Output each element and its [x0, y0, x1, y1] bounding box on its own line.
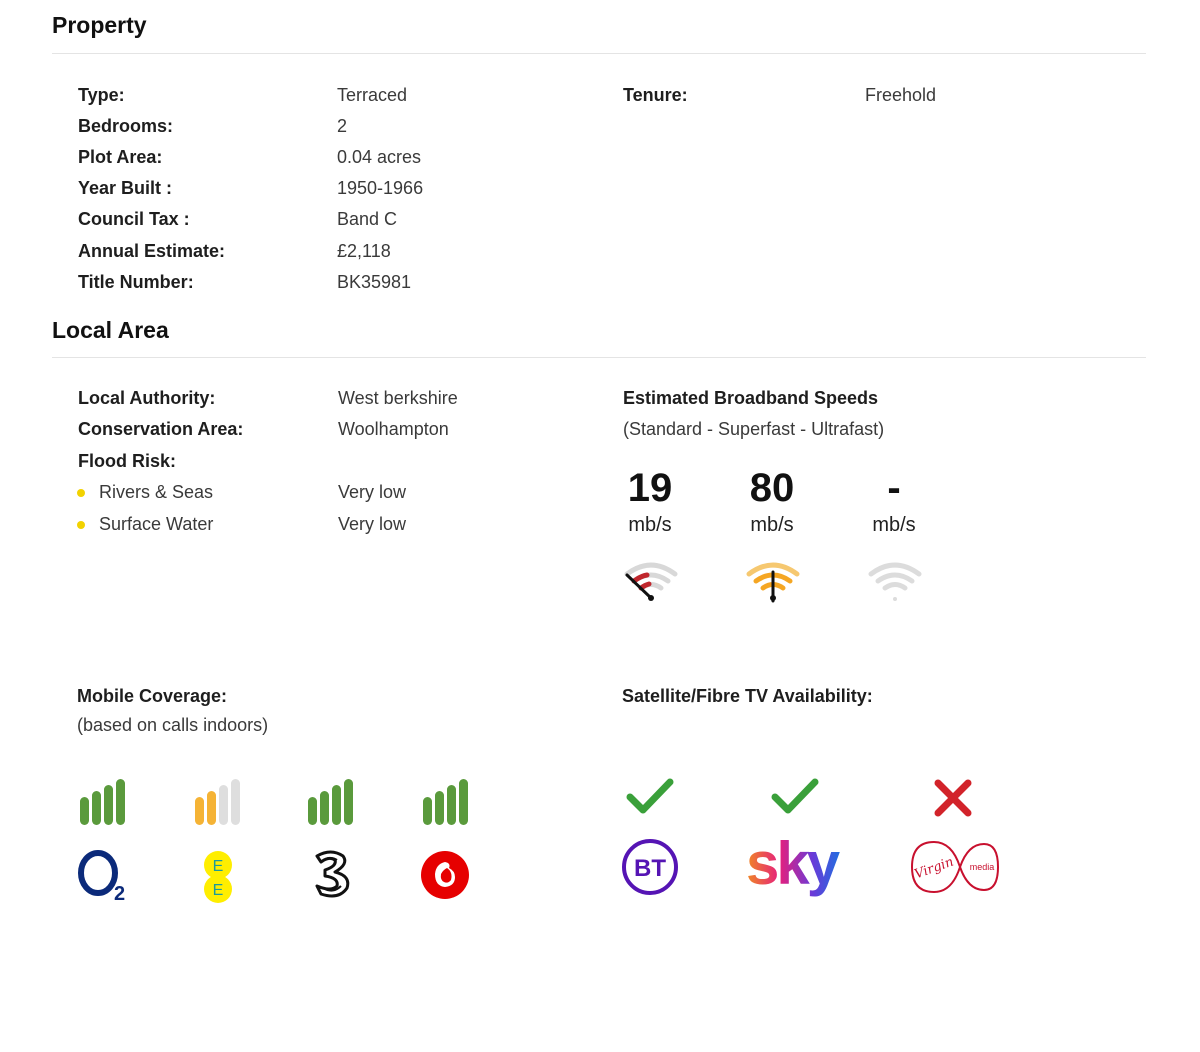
vodafone-signal-bars-icon: [423, 779, 469, 825]
bedrooms-label: Bedrooms:: [78, 116, 174, 136]
three-logo-icon: [309, 848, 353, 900]
mobile-coverage-title: Mobile Coverage:: [77, 686, 228, 706]
bedrooms-value: 2: [337, 116, 348, 136]
property-section-title: Property: [52, 12, 147, 38]
flood-risk-bullet: [77, 489, 85, 497]
year-built-value: 1950-1966: [337, 178, 424, 198]
property-divider: [52, 53, 1146, 54]
broadband-subtitle: (Standard - Superfast - Ultrafast): [623, 419, 885, 439]
svg-text:media: media: [970, 862, 995, 872]
local-area-section-title: Local Area: [52, 317, 169, 343]
o2-signal-bars-icon: [80, 779, 126, 825]
plot-area-label: Plot Area:: [78, 147, 163, 167]
svg-text:sky: sky: [746, 834, 841, 897]
svg-text:E: E: [213, 858, 224, 875]
type-label: Type:: [78, 85, 125, 105]
o2-logo-icon: 2: [76, 848, 132, 904]
council-tax-label: Council Tax :: [78, 209, 190, 229]
local-authority-label: Local Authority:: [78, 388, 216, 408]
flood-risk-label: Flood Risk:: [78, 451, 176, 471]
mobile-coverage-subtitle: (based on calls indoors): [77, 715, 269, 735]
virgin-unavailable-cross-icon: [933, 778, 973, 818]
bt-logo-icon: BT: [621, 838, 679, 896]
bt-available-check-icon: [626, 777, 674, 817]
surface-water-label: Surface Water: [99, 514, 214, 534]
year-built-label: Year Built :: [78, 178, 173, 198]
rivers-seas-value: Very low: [338, 482, 407, 502]
council-tax-value: Band C: [337, 209, 398, 229]
ultrafast-speed-value: -: [887, 466, 901, 510]
sky-logo-icon: sky: [746, 834, 846, 900]
conservation-area-label: Conservation Area:: [78, 419, 244, 439]
title-number-label: Title Number:: [78, 272, 194, 292]
svg-text:BT: BT: [634, 855, 666, 882]
type-value: Terraced: [337, 85, 408, 105]
tv-availability-title: Satellite/Fibre TV Availability:: [622, 686, 873, 706]
svg-text:Virgin: Virgin: [913, 855, 956, 883]
svg-text:E: E: [213, 882, 224, 899]
annual-estimate-value: £2,118: [337, 241, 391, 261]
surface-water-value: Very low: [338, 514, 407, 534]
ultrafast-speed-gauge-icon: [867, 558, 923, 606]
annual-estimate-label: Annual Estimate:: [78, 241, 226, 261]
svg-text:2: 2: [114, 883, 125, 904]
ee-signal-bars-icon: [195, 779, 241, 825]
rivers-seas-label: Rivers & Seas: [99, 482, 214, 502]
flood-risk-bullet: [77, 521, 85, 529]
conservation-area-value: Woolhampton: [338, 419, 449, 439]
ee-logo-icon: E E: [200, 851, 236, 903]
three-signal-bars-icon: [308, 779, 354, 825]
local-authority-value: West berkshire: [338, 388, 458, 408]
tenure-label: Tenure:: [623, 85, 688, 105]
virgin-media-logo-icon: Virgin media: [908, 838, 1000, 896]
broadband-title: Estimated Broadband Speeds: [623, 388, 879, 408]
vodafone-logo-icon: [420, 850, 470, 900]
standard-speed-value: 19: [627, 466, 673, 510]
ultrafast-speed-unit: mb/s: [872, 514, 916, 536]
local-area-divider: [52, 357, 1146, 358]
plot-area-value: 0.04 acres: [337, 147, 422, 167]
superfast-speed-unit: mb/s: [750, 514, 794, 536]
title-number-value: BK35981: [337, 272, 412, 292]
standard-speed-gauge-icon: [623, 558, 679, 606]
superfast-speed-value: 80: [749, 466, 795, 510]
tenure-value: Freehold: [865, 85, 937, 105]
sky-available-check-icon: [771, 777, 819, 817]
superfast-speed-gauge-icon: [745, 558, 801, 606]
standard-speed-unit: mb/s: [628, 514, 672, 536]
